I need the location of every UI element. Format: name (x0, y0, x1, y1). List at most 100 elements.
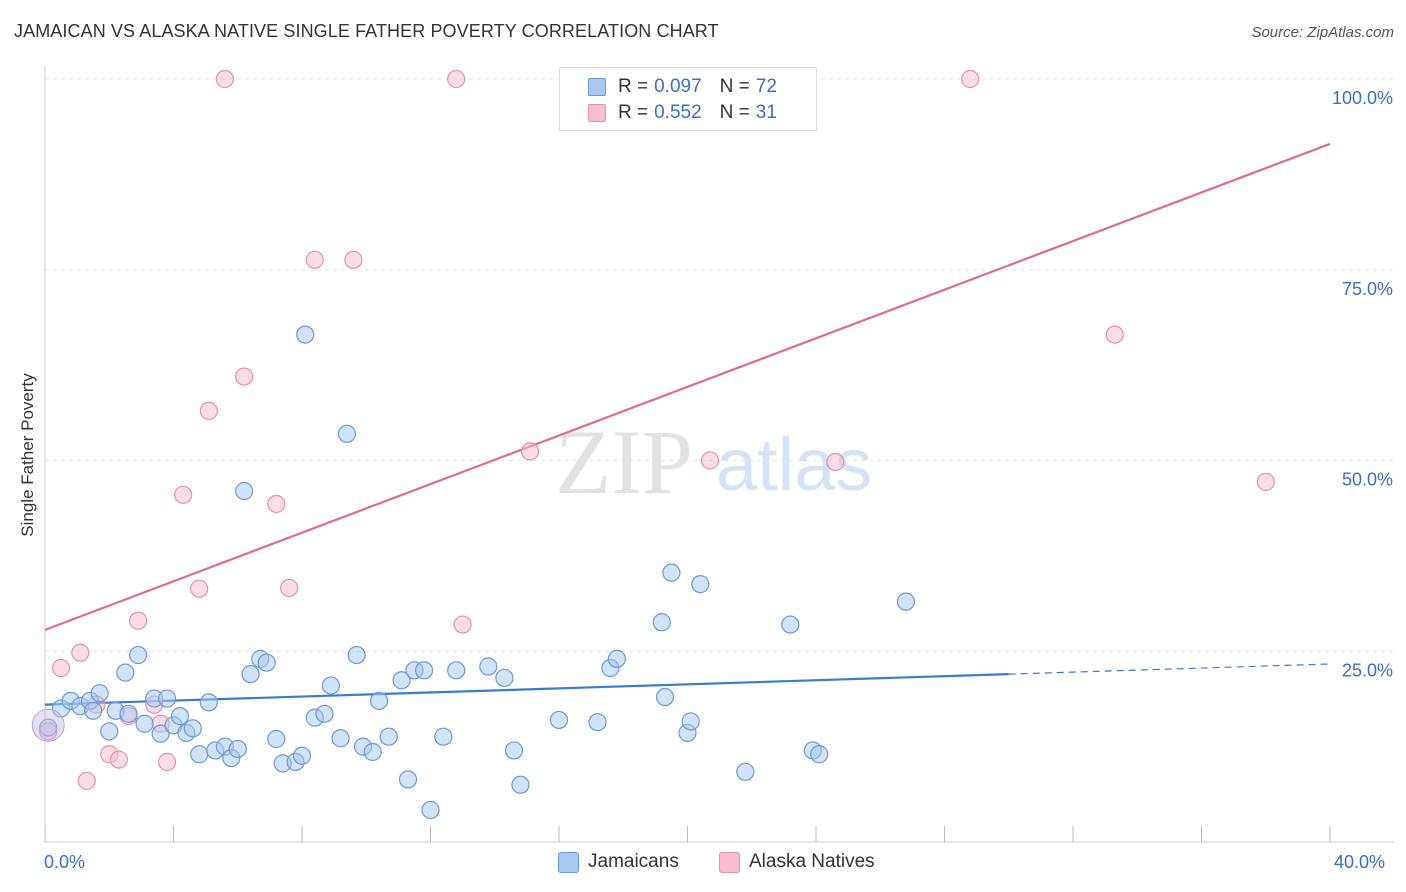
legend-swatch-jamaicans (558, 851, 579, 873)
cluster-point (31, 708, 65, 742)
jamaican-point (315, 704, 334, 723)
jamaican-point (363, 742, 382, 762)
jamaican-point (370, 691, 389, 710)
jamaican-point (337, 424, 357, 443)
jamaican-point (392, 671, 411, 690)
alaska-point (280, 578, 299, 598)
jamaican-point (292, 746, 312, 765)
legend-r-label: R = (618, 102, 649, 123)
legend-n-value: 31 (755, 102, 777, 123)
jamaican-point (588, 713, 607, 732)
jamaican-point (39, 718, 58, 737)
legend-n-label: N = (719, 76, 750, 97)
jamaican-point (447, 661, 466, 680)
jamaican-point (267, 729, 286, 749)
alaska-point (826, 452, 845, 472)
legend-swatch-alaska (719, 851, 740, 873)
y-tick-labels: 25.0% 50.0% 75.0% 100.0% (1332, 88, 1393, 680)
legend-item-jamaicans: Jamaicans (558, 851, 679, 873)
jamaican-point (607, 649, 626, 668)
jamaican-point (170, 707, 190, 726)
y-tick-label: 25.0% (1342, 660, 1393, 680)
x-tick-label-max: 40.0% (1334, 852, 1386, 872)
jamaican-point (398, 770, 418, 789)
jamaican-point (681, 712, 700, 731)
y-axis-label: Single Father Poverty (18, 373, 37, 537)
alaska-point (1105, 325, 1124, 344)
legend-n-label: N = (719, 102, 750, 123)
jamaican-trend-extension (1008, 663, 1331, 675)
jamaican-point (655, 687, 675, 707)
legend-n-value: 72 (755, 76, 777, 97)
jamaican-point (347, 645, 366, 665)
jamaican-point (84, 701, 103, 720)
alaska-point (520, 442, 540, 461)
alaska-point (174, 485, 193, 504)
jamaican-point (652, 613, 671, 632)
jamaican-point (241, 665, 260, 684)
jamaican-point (296, 325, 315, 344)
alaska-point (453, 615, 472, 634)
jamaican-point (331, 729, 350, 748)
correlation-legend: R = 0.097 N = 72 R = 0.552 N = 31 (559, 67, 817, 131)
jamaican-point (379, 727, 398, 746)
jamaican-point (190, 745, 209, 764)
jamaican-point (235, 481, 254, 501)
jamaican-point (414, 661, 434, 680)
x-tick-label-min: 0.0% (44, 852, 86, 872)
jamaican-point (199, 693, 218, 712)
jamaican-point (736, 762, 755, 781)
jamaican-point (691, 575, 710, 594)
y-tick-label: 75.0% (1342, 279, 1393, 299)
watermark-atlas: atlas (716, 423, 872, 506)
legend-r-value: 0.552 (654, 102, 702, 123)
legend-item-alaska: Alaska Natives (719, 851, 875, 873)
legend-label-alaska: Alaska Natives (749, 851, 875, 872)
alaska-point (215, 69, 234, 89)
alaska-point (109, 750, 128, 769)
jamaican-point (504, 741, 524, 760)
alaska-point (199, 401, 218, 421)
jamaican-point (228, 739, 247, 759)
jamaican-point (495, 668, 514, 688)
jamaican-point (90, 684, 109, 703)
jamaican-point (119, 704, 138, 723)
y-tick-label: 100.0% (1332, 88, 1393, 108)
legend-r-label: R = (618, 76, 649, 97)
jamaican-point (421, 800, 440, 820)
legend-label-jamaicans: Jamaicans (588, 851, 679, 872)
alaska-point (235, 367, 254, 386)
jamaican-point (781, 615, 800, 634)
legend-row-jamaicans: R = 0.097 N = 72 (588, 75, 777, 99)
jamaican-point (511, 775, 530, 794)
jamaican-point (116, 663, 135, 682)
alaska-point (344, 250, 363, 269)
watermark-zip: ZIP (555, 411, 693, 513)
axes (44, 66, 1394, 843)
y-tick-label: 50.0% (1342, 470, 1393, 490)
legend-swatch-alaska (588, 104, 606, 122)
jamaican-points (31, 325, 916, 820)
grid-lines (45, 78, 1394, 652)
jamaican-point (549, 710, 569, 730)
alaska-point (961, 69, 980, 89)
legend-swatch-jamaicans (588, 78, 606, 96)
source-label: Source: ZipAtlas.com (1251, 24, 1394, 41)
jamaican-point (151, 724, 170, 743)
chart-title: JAMAICAN VS ALASKA NATIVE SINGLE FATHER … (14, 21, 719, 41)
jamaican-point (479, 657, 498, 676)
jamaican-trend-line (44, 673, 1009, 706)
jamaican-point (100, 722, 119, 741)
jamaican-point (810, 745, 829, 764)
alaska-point (700, 451, 720, 470)
series-legend: Jamaicans Alaska Natives (0, 851, 1406, 877)
jamaican-point (321, 676, 341, 695)
jamaican-point (896, 592, 916, 611)
jamaican-point (135, 714, 154, 733)
alaska-point (71, 643, 90, 662)
alaska-point (447, 69, 466, 89)
alaska-point (129, 611, 148, 630)
alaska-point (77, 771, 96, 791)
jamaican-point (157, 689, 177, 708)
